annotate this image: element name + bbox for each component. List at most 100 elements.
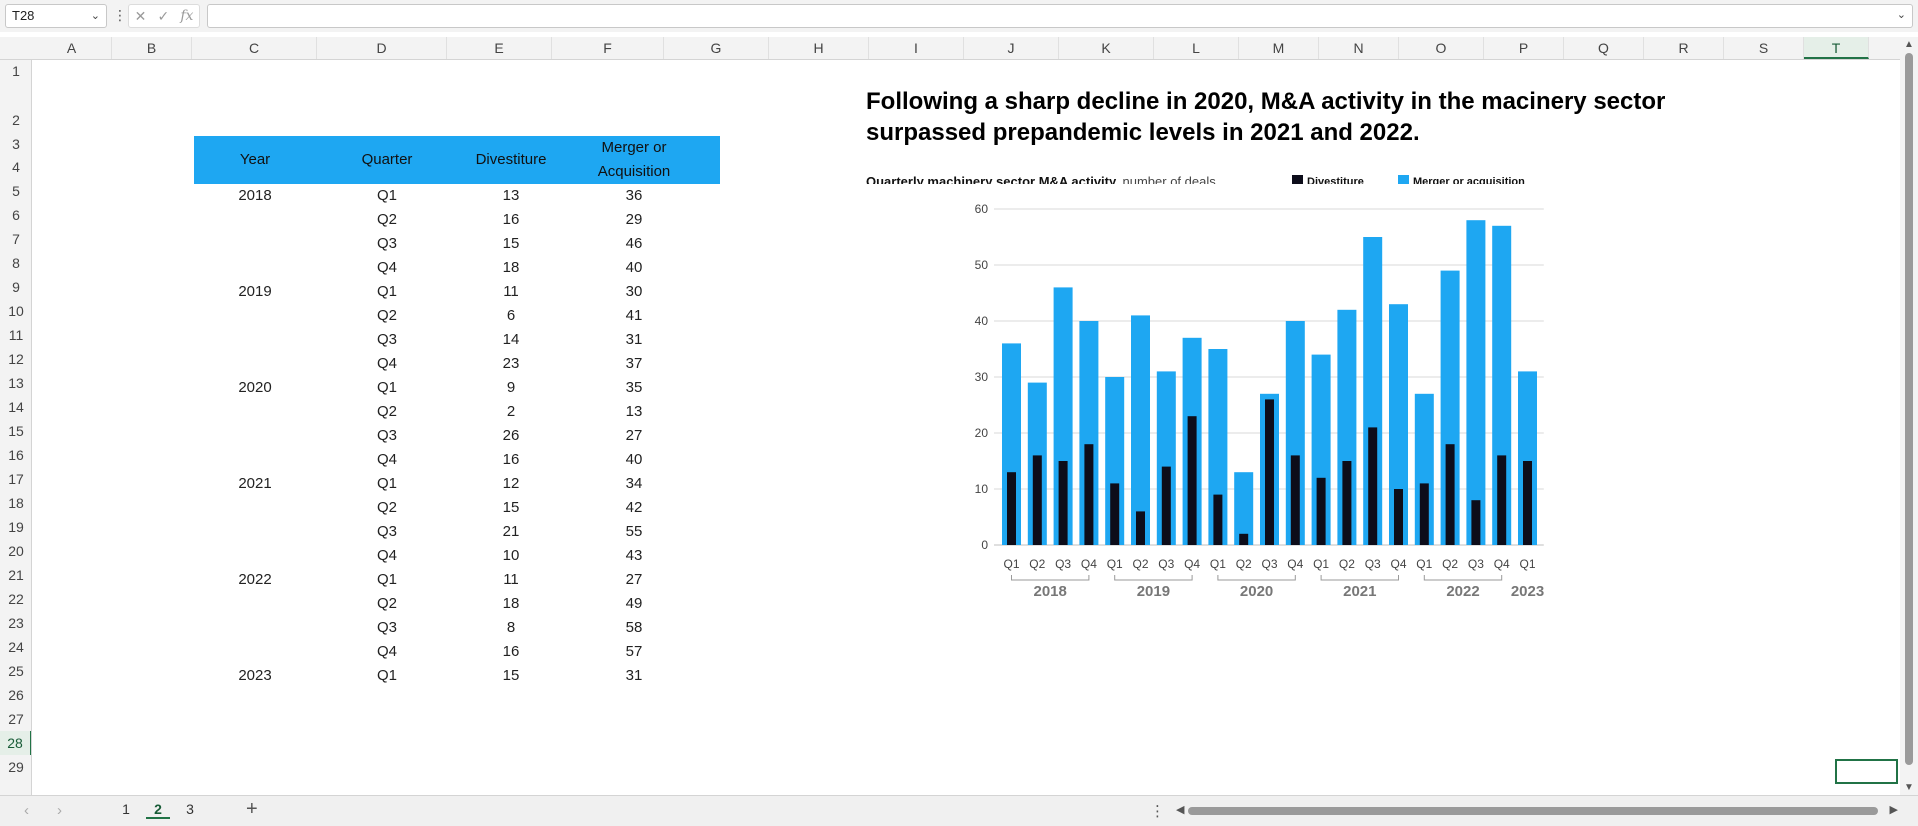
bar-divestiture[interactable] xyxy=(1032,455,1042,545)
row-header-28[interactable]: 28 xyxy=(0,731,31,755)
cell-quarter[interactable]: Q3 xyxy=(376,427,397,444)
formula-input[interactable]: ⌄ xyxy=(207,4,1913,28)
scroll-right-icon[interactable]: ▶ xyxy=(1889,804,1898,816)
cell-divestiture[interactable]: 2 xyxy=(506,403,516,420)
cell-divestiture[interactable]: 11 xyxy=(503,283,519,300)
row-header-21[interactable]: 21 xyxy=(8,567,24,583)
cell-merger[interactable]: 49 xyxy=(625,595,643,612)
next-sheet-icon[interactable]: › xyxy=(57,802,62,819)
row-header-3[interactable]: 3 xyxy=(12,136,20,152)
cell-merger[interactable]: 27 xyxy=(625,571,643,588)
bar-merger[interactable] xyxy=(1234,472,1254,545)
cell-quarter[interactable]: Q4 xyxy=(376,259,397,276)
column-header-r[interactable]: R xyxy=(1644,37,1724,59)
sheet-tab-2[interactable]: 2 xyxy=(146,801,170,819)
bar-divestiture[interactable] xyxy=(1523,461,1532,545)
cell-merger[interactable]: 43 xyxy=(625,547,643,564)
header-year[interactable]: Year xyxy=(239,151,271,168)
cell-quarter[interactable]: Q2 xyxy=(376,307,397,324)
bar-divestiture[interactable] xyxy=(1290,455,1300,545)
bar-merger[interactable] xyxy=(1156,371,1176,545)
cell-divestiture[interactable]: 6 xyxy=(506,307,516,324)
cell-divestiture[interactable]: 21 xyxy=(502,523,520,540)
cell-divestiture[interactable]: 10 xyxy=(502,547,520,564)
row-header-5[interactable]: 5 xyxy=(12,183,20,199)
column-header-n[interactable]: N xyxy=(1319,37,1399,59)
cell-quarter[interactable]: Q1 xyxy=(376,571,397,588)
header-divestiture[interactable]: Divestiture xyxy=(475,151,547,168)
column-header-g[interactable]: G xyxy=(664,37,769,59)
cell-quarter[interactable]: Q4 xyxy=(376,451,397,468)
cell-quarter[interactable]: Q1 xyxy=(376,187,397,204)
more-options-icon[interactable]: ⋮ xyxy=(113,7,127,23)
cell-divestiture[interactable]: 11 xyxy=(503,571,519,588)
add-sheet-button[interactable]: + xyxy=(246,798,258,820)
cell-divestiture[interactable]: 15 xyxy=(502,667,520,684)
column-header-p[interactable]: P xyxy=(1484,37,1564,59)
prev-sheet-icon[interactable]: ‹ xyxy=(24,802,29,819)
row-header-17[interactable]: 17 xyxy=(8,471,24,487)
cell-divestiture[interactable]: 15 xyxy=(502,235,520,252)
bar-divestiture[interactable] xyxy=(1187,416,1197,545)
scroll-up-icon[interactable]: ▲ xyxy=(1904,39,1914,50)
cell-merger[interactable]: 46 xyxy=(625,235,643,252)
bar-merger[interactable] xyxy=(1105,377,1125,545)
cell-merger[interactable]: 40 xyxy=(625,259,643,276)
cell-divestiture[interactable]: 14 xyxy=(502,331,520,348)
cell-merger[interactable]: 57 xyxy=(625,643,643,660)
row-header-29[interactable]: 29 xyxy=(8,759,24,775)
cell-merger[interactable]: 34 xyxy=(625,475,643,492)
column-header-a[interactable]: A xyxy=(32,37,112,59)
column-header-l[interactable]: L xyxy=(1154,37,1239,59)
scroll-left-icon[interactable]: ◀ xyxy=(1176,804,1185,816)
row-header-14[interactable]: 14 xyxy=(8,399,24,415)
row-header-15[interactable]: 15 xyxy=(8,423,24,439)
header-quarter[interactable]: Quarter xyxy=(361,151,413,168)
column-header-k[interactable]: K xyxy=(1059,37,1154,59)
cell-divestiture[interactable]: 15 xyxy=(502,499,520,516)
bar-chart[interactable]: 0 10 20 30 40 50 60 Q1 Q2 Q3 Q4 Q1 Q2 Q3 Q4 Q1 Q2 Q3 Q4 Q1 Q… xyxy=(940,200,1560,610)
bar-divestiture[interactable] xyxy=(1110,483,1120,545)
cell-quarter[interactable]: Q3 xyxy=(376,331,397,348)
column-header-q[interactable]: Q xyxy=(1564,37,1644,59)
bar-divestiture[interactable] xyxy=(1368,427,1378,545)
cell-merger[interactable]: 29 xyxy=(625,211,643,228)
cell-quarter[interactable]: Q3 xyxy=(376,523,397,540)
column-header-f[interactable]: F xyxy=(552,37,664,59)
bar-divestiture[interactable] xyxy=(1239,533,1249,545)
chevron-down-icon[interactable]: ⌄ xyxy=(90,10,100,22)
cell-year[interactable]: 2021 xyxy=(238,475,272,492)
cell-merger[interactable]: 31 xyxy=(625,331,643,348)
name-box[interactable]: T28 ⌄ xyxy=(5,4,107,28)
cell-divestiture[interactable]: 18 xyxy=(502,595,520,612)
selected-cell[interactable] xyxy=(1835,759,1898,784)
cell-quarter[interactable]: Q1 xyxy=(376,667,397,684)
column-header-s[interactable]: S xyxy=(1724,37,1804,59)
cell-merger[interactable]: 35 xyxy=(625,379,643,396)
column-header-j[interactable]: J xyxy=(964,37,1059,59)
bar-merger[interactable] xyxy=(1053,287,1073,545)
cell-divestiture[interactable]: 8 xyxy=(506,619,516,636)
bar-merger[interactable] xyxy=(1492,225,1512,546)
row-header-8[interactable]: 8 xyxy=(12,255,20,271)
column-header-e[interactable]: E xyxy=(447,37,552,59)
bar-merger[interactable] xyxy=(1208,349,1228,545)
row-header-26[interactable]: 26 xyxy=(8,687,24,703)
cell-merger[interactable]: 27 xyxy=(625,427,643,444)
bar-divestiture[interactable] xyxy=(1213,494,1223,545)
cell-divestiture[interactable]: 13 xyxy=(502,187,520,204)
cell-merger[interactable]: 37 xyxy=(625,355,643,372)
row-header-12[interactable]: 12 xyxy=(8,351,24,367)
cell-divestiture[interactable]: 23 xyxy=(502,355,520,372)
cell-quarter[interactable]: Q3 xyxy=(376,619,397,636)
cell-quarter[interactable]: Q4 xyxy=(376,547,397,564)
cell-year[interactable]: 2018 xyxy=(238,187,272,204)
bar-divestiture[interactable] xyxy=(1084,444,1094,545)
chart-subtitle[interactable]: Quarterly machinery sector M&A activity,… xyxy=(866,166,1536,184)
bar-divestiture[interactable] xyxy=(1161,466,1171,545)
bar-merger[interactable] xyxy=(1285,321,1305,545)
cell-divestiture[interactable]: 9 xyxy=(506,379,516,396)
row-header-19[interactable]: 19 xyxy=(8,519,24,535)
bar-merger[interactable] xyxy=(1131,315,1150,545)
row-header-13[interactable]: 13 xyxy=(8,375,24,391)
